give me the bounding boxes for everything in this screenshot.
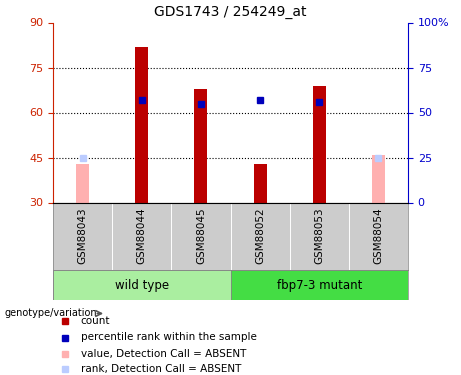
Text: value, Detection Call = ABSENT: value, Detection Call = ABSENT — [81, 349, 246, 359]
Text: percentile rank within the sample: percentile rank within the sample — [81, 333, 257, 342]
Text: GSM88044: GSM88044 — [137, 207, 147, 264]
Text: GSM88054: GSM88054 — [373, 207, 384, 264]
Text: rank, Detection Call = ABSENT: rank, Detection Call = ABSENT — [81, 364, 241, 374]
Bar — [76, 164, 89, 202]
Bar — [53, 270, 230, 300]
Bar — [195, 88, 207, 202]
Text: GDS1743 / 254249_at: GDS1743 / 254249_at — [154, 5, 307, 19]
Bar — [135, 46, 148, 202]
Bar — [230, 270, 408, 300]
Bar — [313, 86, 326, 202]
Text: wild type: wild type — [115, 279, 169, 291]
Text: GSM88045: GSM88045 — [196, 207, 206, 264]
Text: fbp7-3 mutant: fbp7-3 mutant — [277, 279, 362, 291]
Text: genotype/variation: genotype/variation — [5, 309, 97, 318]
Bar — [372, 154, 385, 203]
Text: count: count — [81, 316, 110, 326]
Text: GSM88052: GSM88052 — [255, 207, 265, 264]
Text: GSM88043: GSM88043 — [77, 207, 88, 264]
Bar — [254, 164, 266, 202]
Text: GSM88053: GSM88053 — [314, 207, 324, 264]
